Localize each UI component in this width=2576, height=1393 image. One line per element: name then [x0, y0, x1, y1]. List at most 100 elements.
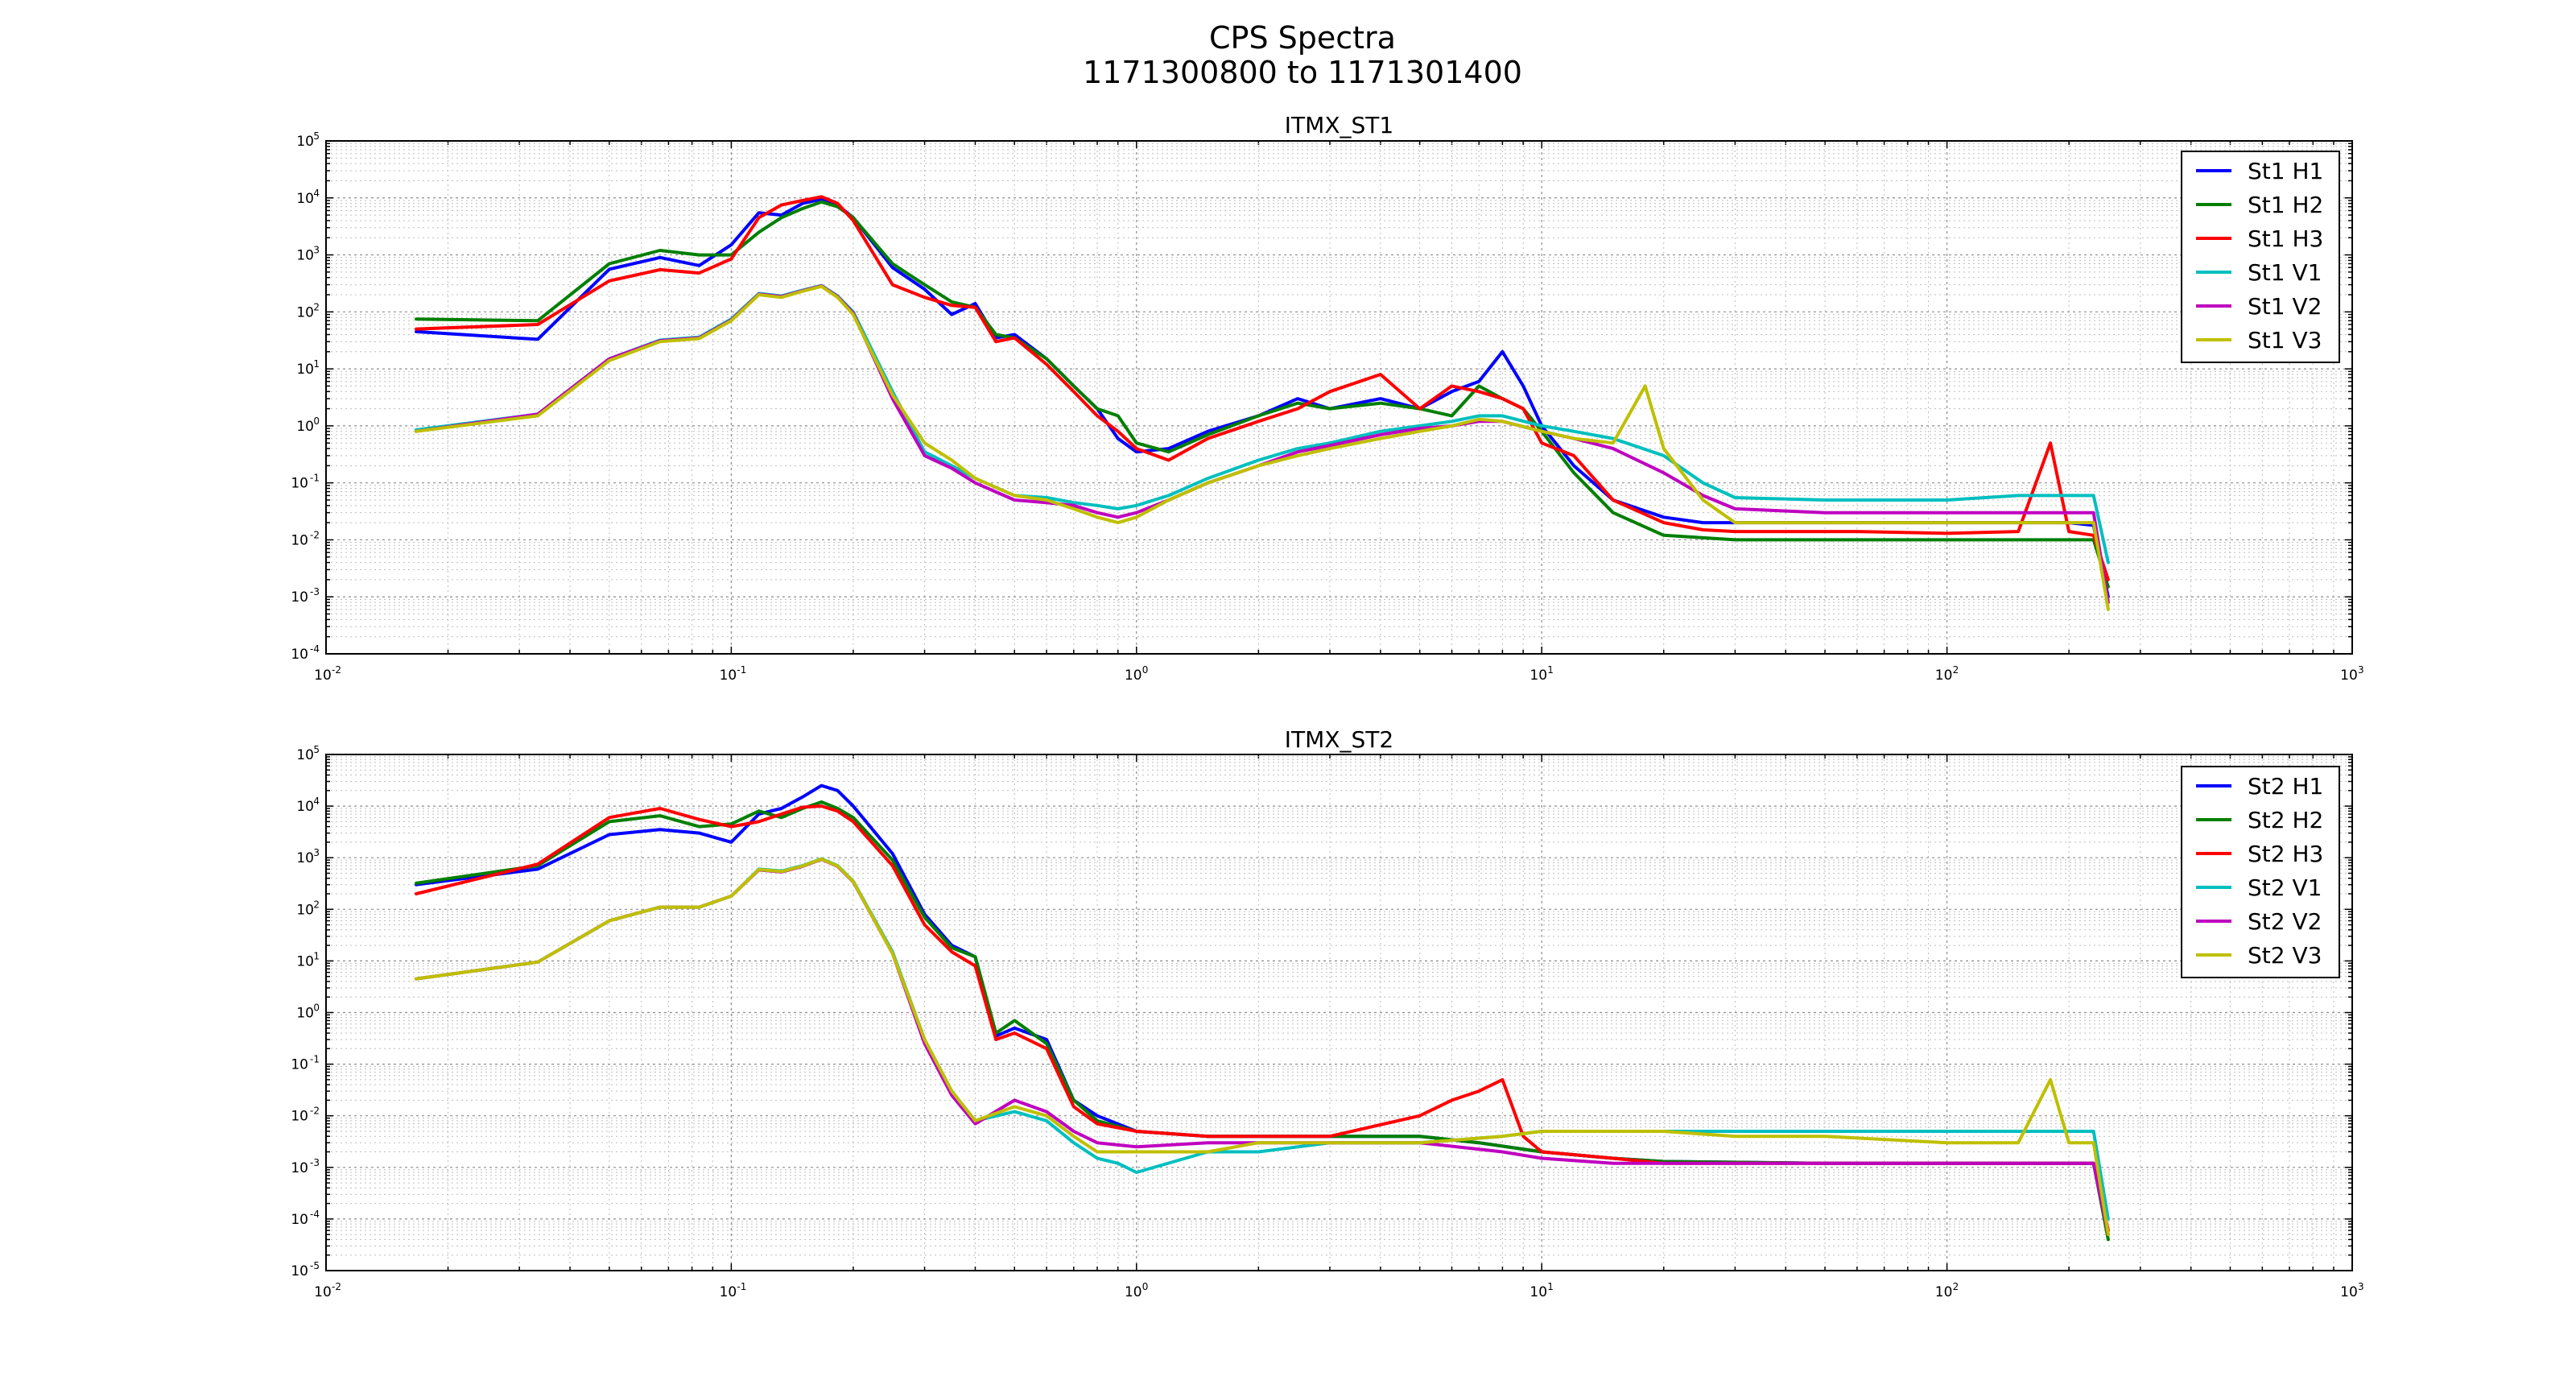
- legend-label: St2 V2: [2248, 908, 2322, 935]
- x-tick-label-exponent: 2: [1953, 1281, 1959, 1292]
- y-tick-label-exponent: 2: [313, 301, 320, 312]
- legend-label: St1 V3: [2248, 327, 2322, 353]
- y-tick-label: 10: [291, 476, 308, 492]
- y-tick-label-exponent: -1: [310, 1054, 320, 1065]
- y-tick-label: 10: [291, 1109, 308, 1125]
- series-line-st1-v1: [415, 283, 2110, 564]
- legend-label: St1 H3: [2248, 225, 2323, 252]
- y-tick-label-exponent: 1: [313, 358, 320, 370]
- y-tick-label: 10: [296, 419, 314, 435]
- x-tick-label-exponent: 3: [2358, 664, 2364, 676]
- y-tick-label-exponent: 3: [313, 245, 320, 256]
- y-tick-label-exponent: -2: [310, 1106, 320, 1117]
- y-tick-label-exponent: 4: [313, 188, 320, 199]
- y-tick-label-exponent: 0: [313, 1002, 320, 1014]
- figure-title-line2: 1171300800 to 1171301400: [1083, 55, 1522, 90]
- y-tick-label: 10: [296, 134, 314, 150]
- y-tick-label-exponent: 2: [313, 899, 320, 910]
- series-line-st1-h3: [415, 195, 2110, 581]
- x-tick-label-exponent: -2: [332, 664, 341, 676]
- x-tick-label: 10: [1125, 668, 1142, 684]
- x-tick-label-exponent: -2: [332, 1281, 341, 1292]
- y-tick-label: 10: [296, 747, 314, 763]
- legend-label: St2 H3: [2248, 841, 2323, 867]
- x-tick-label: 10: [1935, 1284, 1953, 1300]
- y-tick-label-exponent: -3: [310, 1157, 320, 1168]
- legend-label: St2 H2: [2248, 807, 2323, 833]
- x-tick-label-exponent: 1: [1547, 1281, 1554, 1292]
- y-tick-label-exponent: -5: [310, 1260, 320, 1271]
- y-tick-label: 10: [296, 799, 314, 815]
- legend: St2 H1 St2 H2 St2 H3 St2 V1 St2 V2 St2 V3: [2181, 766, 2340, 978]
- x-tick-label: 10: [1530, 1284, 1547, 1300]
- legend-label: St1 V1: [2248, 259, 2322, 286]
- y-tick-label-exponent: 3: [313, 847, 320, 858]
- y-tick-label: 10: [291, 647, 308, 663]
- y-tick-label: 10: [291, 532, 308, 548]
- y-tick-label: 10: [296, 248, 314, 264]
- y-tick-label-exponent: -4: [310, 1209, 320, 1220]
- y-tick-label: 10: [291, 1263, 308, 1279]
- y-tick-label: 10: [296, 902, 314, 918]
- legend-label: St1 V2: [2248, 293, 2322, 320]
- y-tick-label: 10: [291, 1057, 308, 1073]
- x-tick-label: 10: [720, 1284, 737, 1300]
- y-tick-label-exponent: 5: [313, 130, 320, 142]
- x-tick-label: 10: [2340, 1284, 2358, 1300]
- x-tick-label-exponent: 0: [1142, 1281, 1149, 1292]
- figure-title-line1: CPS Spectra: [1209, 20, 1396, 56]
- series-line-st1-h2: [415, 200, 2110, 589]
- y-tick-label: 10: [291, 589, 308, 606]
- series-line-st1-h1: [415, 197, 2110, 599]
- y-tick-label-exponent: 4: [313, 796, 320, 807]
- x-tick-label: 10: [1530, 668, 1547, 684]
- y-tick-label-exponent: -1: [310, 473, 320, 484]
- panel-title: ITMX_ST2: [1285, 726, 1393, 753]
- x-tick-label: 10: [314, 668, 332, 684]
- y-tick-label-exponent: -3: [310, 586, 320, 597]
- x-tick-label: 10: [1935, 668, 1953, 684]
- legend-label: St2 H1: [2248, 773, 2323, 800]
- x-tick-label: 10: [720, 668, 737, 684]
- grid: [326, 141, 2352, 654]
- y-tick-label: 10: [291, 1160, 308, 1176]
- y-tick-label: 10: [296, 1006, 314, 1022]
- panel-title: ITMX_ST1: [1285, 112, 1393, 138]
- series-line-st2-v1: [415, 857, 2110, 1221]
- x-tick-label: 10: [1125, 1284, 1142, 1300]
- plot-frame: [325, 754, 2353, 1271]
- x-tick-label: 10: [2340, 668, 2358, 684]
- x-tick-label-exponent: 3: [2358, 1281, 2364, 1292]
- series-line-st1-v2: [415, 284, 2110, 605]
- series-line-st2-v2: [415, 858, 2110, 1237]
- x-tick-label-exponent: 0: [1142, 664, 1149, 676]
- y-tick-label: 10: [296, 362, 314, 378]
- series-group: [415, 783, 2110, 1242]
- y-tick-label: 10: [296, 850, 314, 866]
- y-tick-label-exponent: -2: [310, 529, 320, 540]
- x-tick-label-exponent: -1: [737, 1281, 746, 1292]
- y-tick-label-exponent: 0: [313, 415, 320, 427]
- x-tick-label-exponent: -1: [737, 664, 746, 676]
- series-group: [415, 195, 2110, 611]
- y-tick-label: 10: [296, 304, 314, 320]
- legend-box: [2181, 151, 2340, 363]
- x-tick-label: 10: [314, 1284, 332, 1300]
- legend-label: St1 H2: [2248, 192, 2323, 218]
- x-tick-label-exponent: 1: [1547, 664, 1554, 676]
- y-tick-label-exponent: 5: [313, 744, 320, 755]
- y-tick-label-exponent: -4: [310, 643, 320, 655]
- y-tick-label: 10: [296, 953, 314, 969]
- series-line-st1-v3: [415, 284, 2110, 611]
- legend-label: St1 H1: [2248, 158, 2323, 184]
- legend: St1 H1 St1 H2 St1 H3 St1 V1 St1 V2 St1 V3: [2181, 151, 2340, 363]
- series-line-st2-v3: [415, 857, 2110, 1237]
- x-tick-label-exponent: 2: [1953, 664, 1959, 676]
- plot-frame: [325, 140, 2353, 655]
- series-line-st2-h3: [415, 804, 2110, 1233]
- legend-label: St2 V3: [2248, 942, 2322, 969]
- legend-label: St2 V1: [2248, 874, 2322, 901]
